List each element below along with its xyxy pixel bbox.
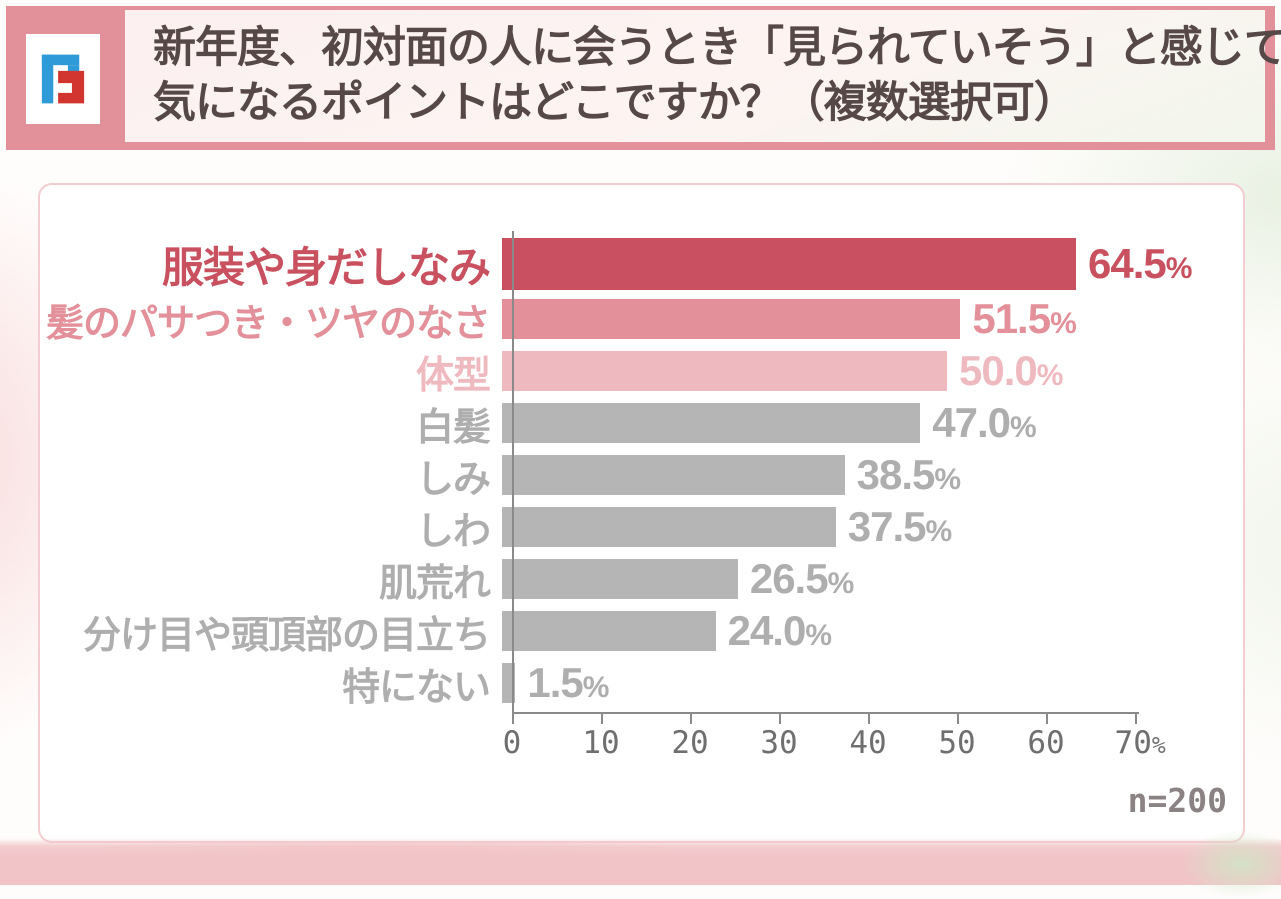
axis-tick-label: 40 [849,725,887,761]
category-label: 服装や身だしなみ [161,243,491,291]
category-label: 特にない [341,666,491,709]
axis-tick [512,714,514,724]
axis-tick-label: 30 [760,725,798,761]
category-label: 分け目や頭頂部の目立ち [82,614,491,657]
value-label: 1.5% [527,659,609,706]
question-title-panel: 新年度、初対面の人に会うとき「見られていそう」と感じて 気になるポイントはどこで… [125,10,1281,142]
value-label: 26.5% [749,555,854,602]
x-axis-line [512,712,1139,714]
axis-tick [779,714,781,724]
bar-zone: 1.5% [500,657,1132,709]
bar [502,299,961,339]
bar-row: 髪のパサつき・ツヤのなさ 51.5% [40,293,1233,345]
axis-tick-label: 20 [671,725,709,761]
question-title-line2: 気になるポイントはどこですか？（複数選択可） [153,79,1077,127]
bar-row: しみ 38.5% [40,449,1233,501]
category-label: 髪のパサつき・ツヤのなさ [45,302,491,345]
watercolor-green-blob [1181,829,1281,899]
category-label: しみ [415,458,491,501]
value-label: 24.0% [727,607,832,654]
bar [502,238,1077,290]
bar [502,507,836,547]
axis-tick-label: 60 [1027,725,1065,761]
bar-rows: 服装や身だしなみ 64.5% 髪のパサつき・ツヤのなさ 51.5% 体型 50.0% 白髪 4… [40,235,1233,709]
category-label: しわ [415,510,491,553]
axis-tick [868,714,870,724]
value-label: 37.5% [847,503,952,550]
bar-row: 特にない 1.5% [40,657,1233,709]
bar-zone: 51.5% [500,293,1132,345]
axis-tick [1046,714,1048,724]
brand-f-icon [41,54,85,104]
bar [502,351,947,391]
axis-tick [601,714,603,724]
bar-zone: 37.5% [500,501,1132,553]
bar [502,403,921,443]
bar-zone: 38.5% [500,449,1132,501]
value-label: 64.5% [1088,240,1192,287]
chart-card: 服装や身だしなみ 64.5% 髪のパサつき・ツヤのなさ 51.5% 体型 50.0% 白髪 4… [38,183,1245,843]
bar-zone: 26.5% [500,553,1132,605]
axis-tick-label: 0 [502,725,522,761]
bar-zone: 50.0% [500,345,1132,397]
value-label: 47.0% [932,399,1036,446]
axis-tick-label: 70% [1114,725,1166,761]
value-label: 38.5% [856,451,961,498]
value-label: 50.0% [959,347,1063,394]
bar-row: 服装や身だしなみ 64.5% [40,235,1233,293]
axis-tick [957,714,959,724]
category-label: 白髪 [415,406,491,449]
bar-row: しわ 37.5% [40,501,1233,553]
bar-row: 肌荒れ 26.5% [40,553,1233,605]
bar-row: 体型 50.0% [40,345,1233,397]
bar [502,559,738,599]
bar-row: 分け目や頭頂部の目立ち 24.0% [40,605,1233,657]
header-band: 新年度、初対面の人に会うとき「見られていそう」と感じて 気になるポイントはどこで… [6,6,1281,150]
bar-zone: 64.5% [500,235,1192,293]
bar-zone: 47.0% [500,397,1132,449]
question-title-line1: 新年度、初対面の人に会うとき「見られていそう」と感じて [153,23,1281,72]
axis-tick-label: 50 [938,725,976,761]
axis-tick-label: 10 [582,725,620,761]
value-label: 51.5% [972,295,1076,342]
category-label: 体型 [415,354,491,397]
axis-tick [690,714,692,724]
axis-tick [1135,714,1137,724]
watercolor-bottom-strip [0,829,1281,899]
y-axis-line [512,231,514,714]
bar [502,455,845,495]
brand-logo [26,34,100,124]
sample-size-label: n=200 [1127,781,1227,820]
bar-row: 白髪 47.0% [40,397,1233,449]
bar [502,611,716,651]
bar-zone: 24.0% [500,605,1132,657]
category-label: 肌荒れ [378,562,491,605]
